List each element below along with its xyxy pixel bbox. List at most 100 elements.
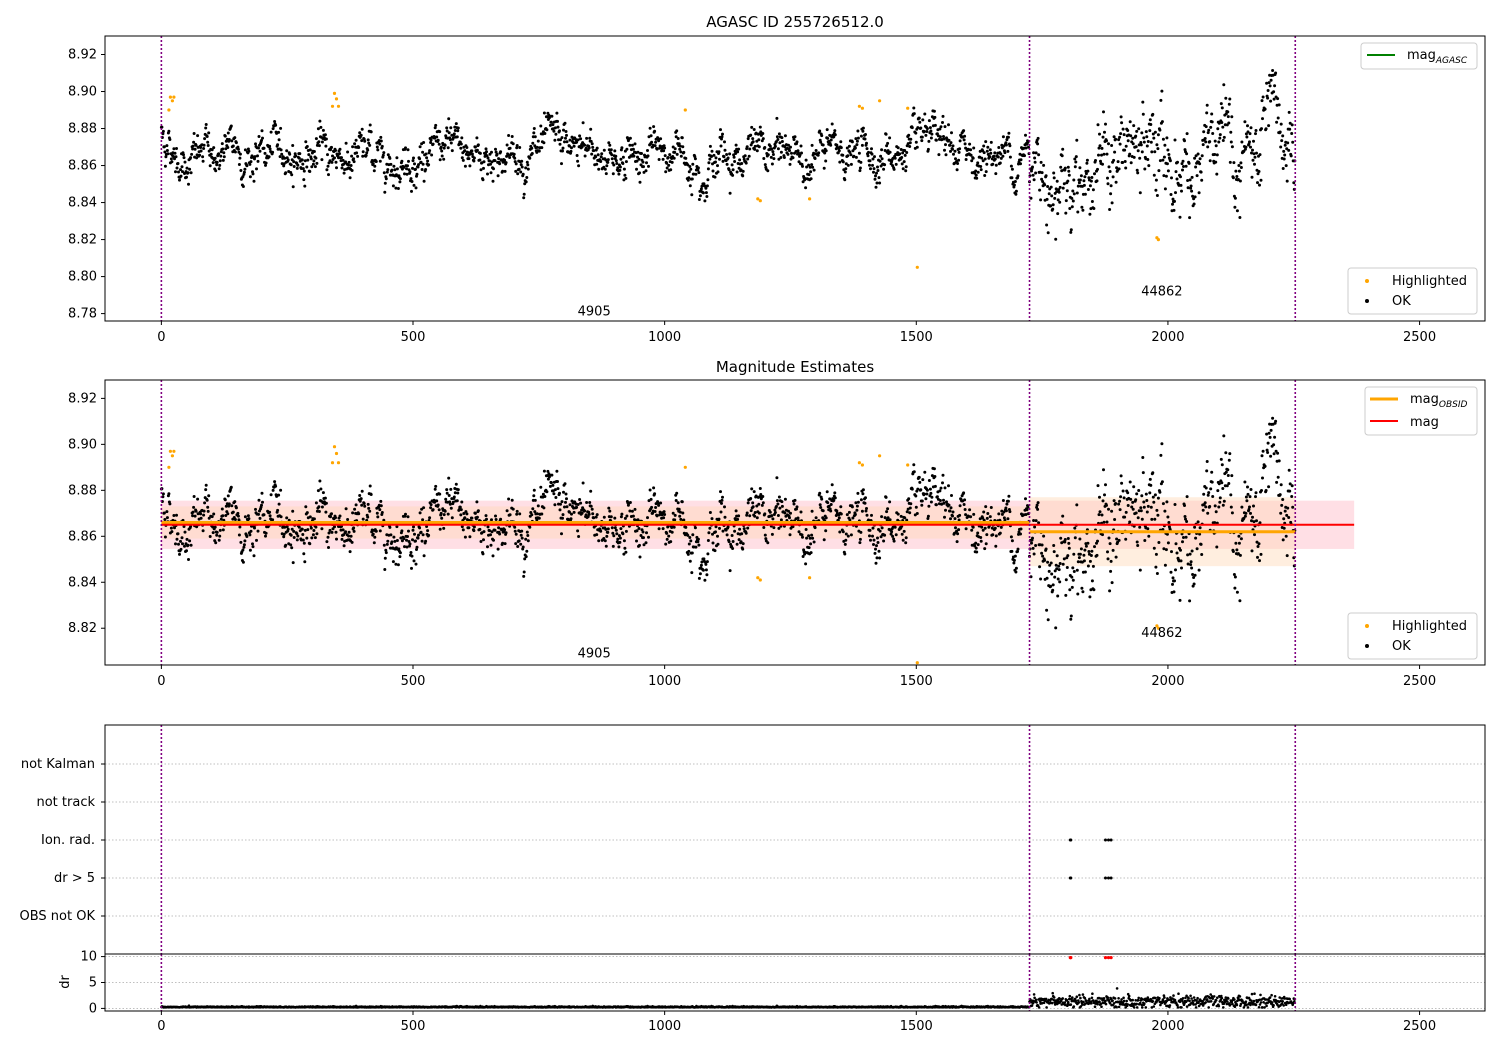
data-point-ok bbox=[642, 165, 645, 169]
data-point-ok bbox=[934, 503, 938, 507]
data-point-ok bbox=[608, 143, 612, 147]
data-point-ok bbox=[855, 508, 859, 512]
data-point-highlighted bbox=[915, 265, 919, 269]
data-point-ok bbox=[791, 525, 795, 529]
data-point-ok bbox=[809, 551, 813, 555]
data-point-ok bbox=[1061, 186, 1065, 190]
data-point-ok bbox=[595, 513, 599, 517]
data-point-ok bbox=[999, 525, 1003, 529]
data-point-ok bbox=[344, 141, 348, 145]
data-point-ok bbox=[1190, 175, 1194, 179]
data-point-ok bbox=[1246, 485, 1249, 489]
data-point-ok bbox=[1152, 173, 1156, 177]
data-point-ok bbox=[290, 527, 294, 531]
data-point-ok bbox=[792, 138, 796, 141]
data-point-ok bbox=[1189, 563, 1193, 567]
data-point-ok bbox=[942, 501, 946, 505]
data-point-ok bbox=[165, 144, 169, 148]
data-point-ok bbox=[1049, 561, 1053, 565]
data-point-ok bbox=[497, 526, 501, 530]
data-point-ok bbox=[1045, 608, 1049, 612]
data-point-ok bbox=[550, 473, 554, 477]
data-point-ok bbox=[1221, 139, 1225, 142]
data-point-ok bbox=[361, 517, 365, 521]
data-point-ok bbox=[1109, 184, 1113, 188]
data-point-ok bbox=[442, 513, 446, 517]
data-point-ok bbox=[486, 525, 490, 529]
data-point-ok bbox=[1126, 491, 1130, 495]
data-point-ok bbox=[1250, 549, 1254, 553]
data-point-ok bbox=[353, 142, 357, 146]
data-point-ok bbox=[1200, 553, 1204, 556]
data-point-ok bbox=[800, 151, 803, 155]
data-point-ok bbox=[1276, 475, 1280, 479]
data-point-ok bbox=[810, 163, 814, 167]
data-point-ok bbox=[208, 535, 212, 538]
data-point-ok bbox=[734, 509, 738, 513]
data-point-ok bbox=[365, 151, 369, 155]
y-tick-label: 8.92 bbox=[68, 48, 97, 63]
data-point-ok bbox=[1192, 202, 1196, 206]
data-point-ok bbox=[979, 168, 983, 172]
data-point-ok bbox=[1106, 550, 1109, 554]
data-point-ok bbox=[979, 536, 983, 539]
data-point-ok bbox=[1272, 452, 1276, 456]
data-point-ok bbox=[1239, 161, 1243, 165]
data-point-ok bbox=[548, 123, 552, 127]
data-point-ok bbox=[903, 149, 907, 152]
data-point-ok bbox=[524, 537, 528, 541]
data-point-ok bbox=[870, 513, 873, 517]
data-point-ok bbox=[1004, 509, 1008, 513]
data-point-ok bbox=[478, 527, 482, 531]
data-point-ok bbox=[375, 511, 379, 515]
data-point-ok bbox=[1019, 162, 1022, 166]
data-point-ok bbox=[1279, 145, 1283, 149]
data-point-ok bbox=[763, 533, 767, 537]
data-point-ok bbox=[505, 509, 509, 513]
data-point-ok bbox=[1047, 192, 1051, 196]
data-point-ok bbox=[890, 530, 894, 534]
data-point-ok bbox=[163, 150, 167, 154]
data-point-ok bbox=[1111, 548, 1115, 552]
data-point-ok bbox=[294, 154, 298, 158]
data-point-ok bbox=[1233, 196, 1237, 200]
data-point-ok bbox=[1084, 172, 1088, 176]
data-point-ok bbox=[888, 500, 892, 504]
data-point-ok bbox=[373, 535, 377, 539]
data-point-ok bbox=[621, 532, 625, 536]
data-point-ok bbox=[917, 116, 921, 120]
data-point-ok bbox=[1112, 135, 1116, 139]
data-point-ok bbox=[221, 528, 225, 532]
data-point-ok bbox=[311, 533, 315, 537]
obsid-label: 44862 bbox=[1141, 626, 1182, 641]
data-point-ok bbox=[687, 549, 691, 553]
data-point-ok bbox=[1237, 541, 1241, 545]
data-point-ok bbox=[628, 509, 632, 513]
data-point-ok bbox=[894, 162, 898, 166]
data-point-ok bbox=[1102, 520, 1106, 524]
data-point-ok bbox=[824, 529, 828, 533]
data-point-ok bbox=[539, 124, 543, 128]
data-point-ok bbox=[291, 509, 295, 513]
data-point-ok bbox=[670, 526, 674, 529]
data-point-ok bbox=[473, 511, 477, 515]
data-point-ok bbox=[1062, 557, 1066, 561]
data-point-ok bbox=[518, 512, 522, 516]
data-point-ok bbox=[1283, 143, 1287, 147]
data-point-ok bbox=[1165, 500, 1169, 504]
data-point-ok bbox=[751, 501, 755, 505]
data-point-ok bbox=[277, 502, 281, 506]
data-point-ok bbox=[411, 166, 414, 170]
data-point-highlighted bbox=[172, 95, 176, 99]
data-point-ok bbox=[976, 531, 980, 535]
data-point-ok bbox=[1139, 509, 1143, 513]
data-point-ok bbox=[712, 153, 716, 157]
data-point-ok bbox=[870, 152, 874, 156]
data-point-ok bbox=[331, 154, 334, 158]
data-point-ok bbox=[341, 528, 345, 532]
data-point-ok bbox=[514, 532, 518, 536]
data-point-ok bbox=[1253, 533, 1256, 537]
data-point-ok bbox=[1195, 547, 1199, 551]
data-point-ok bbox=[1243, 120, 1247, 124]
data-point-ok bbox=[1139, 143, 1143, 147]
